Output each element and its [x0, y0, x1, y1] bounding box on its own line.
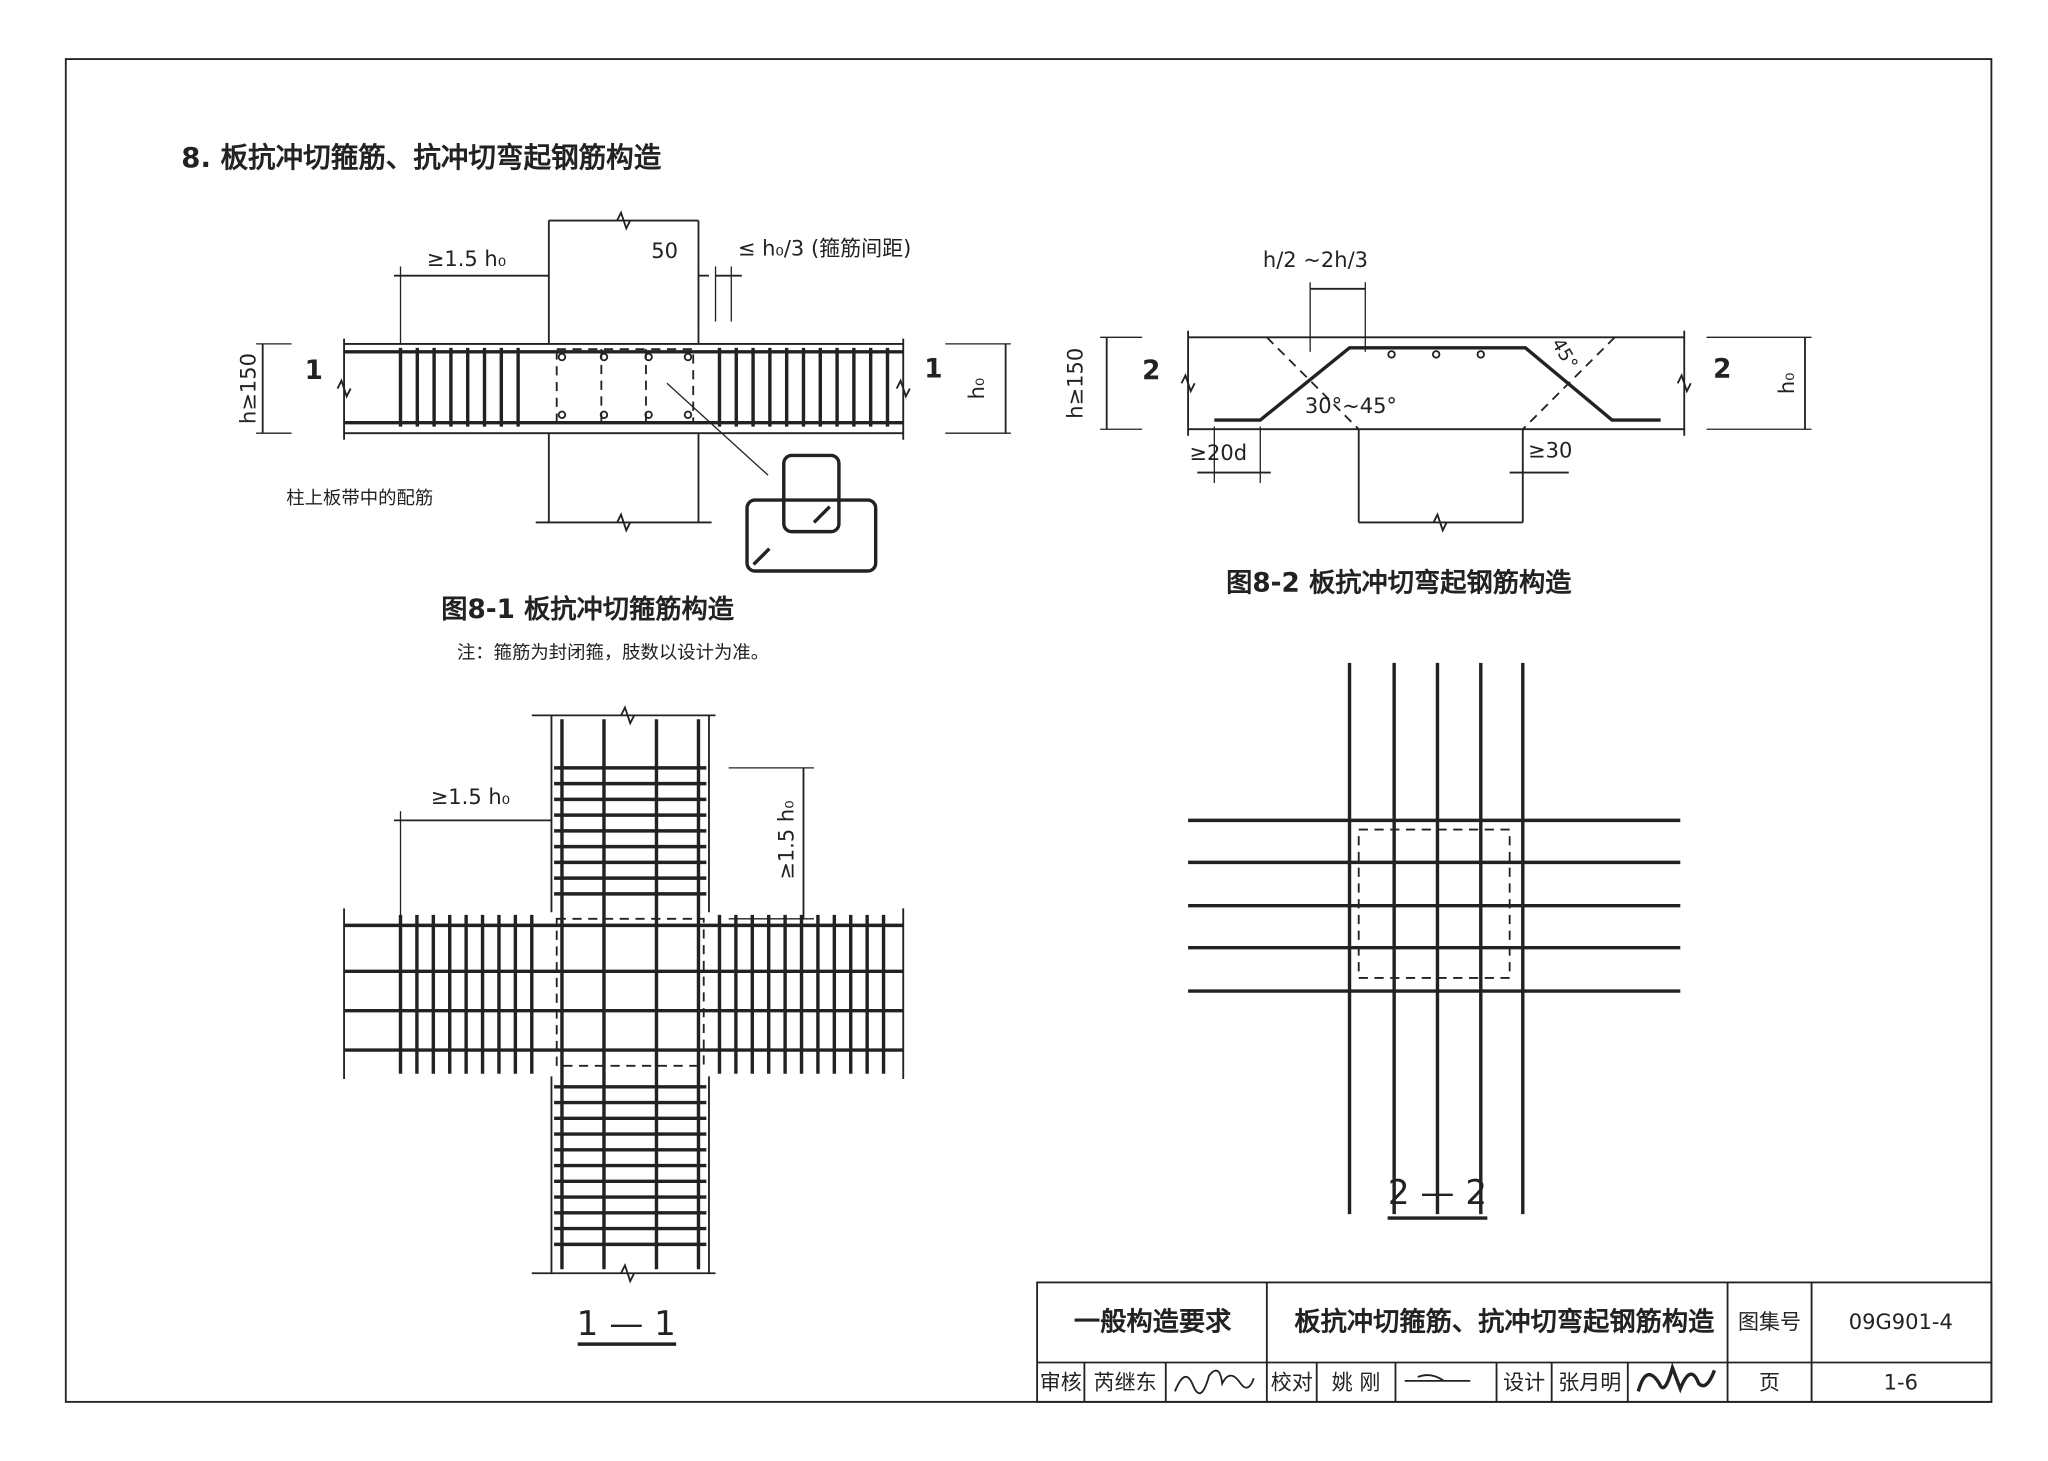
45-line [1522, 336, 1616, 430]
break-mark [895, 378, 911, 399]
dimension-label: ≥1.5 h₀ [427, 247, 506, 271]
title-block-cell: 校对 [1271, 1370, 1313, 1394]
break-mark [616, 512, 632, 533]
linework [64, 58, 1993, 1403]
title-block-cell: 姚 刚 [1332, 1370, 1381, 1394]
punching-zone [555, 348, 695, 424]
break-mark [1432, 512, 1448, 533]
title-block-cell: 板抗冲切箍筋、抗冲切弯起钢筋构造 [1294, 1307, 1715, 1338]
section-mark: 2 [1713, 355, 1731, 385]
rebar-dot [644, 352, 653, 362]
45-line [1266, 336, 1360, 430]
title-block-cell: 图集号 [1738, 1310, 1801, 1334]
rebar-dot [599, 410, 609, 419]
title-block-cell: 张月明 [1558, 1370, 1621, 1394]
section-title: 2 — 2 [1388, 1173, 1487, 1213]
title-block-cell: 1-6 [1884, 1370, 1918, 1394]
title-block-cell: 设计 [1503, 1370, 1545, 1394]
section-title: 1 — 1 [577, 1304, 676, 1344]
angle-label: 45° [1547, 335, 1581, 374]
rebar-dot [1431, 350, 1441, 359]
figure-caption: 图8-1 板抗冲切箍筋构造 [441, 594, 735, 625]
break-mark [616, 210, 632, 231]
punching-zone [1357, 828, 1511, 979]
hook [812, 505, 831, 524]
rebar-dot [599, 352, 609, 362]
hook [752, 547, 771, 566]
break-mark [1676, 373, 1692, 394]
title-block-cell: 09G901-4 [1849, 1310, 1953, 1334]
section-mark: 1 [305, 356, 323, 386]
signature [1636, 1362, 1717, 1394]
signature [1404, 1374, 1471, 1382]
break-mark [336, 378, 352, 399]
rebar-dot [683, 410, 693, 419]
sheet-border [64, 58, 1993, 1403]
rebar-dot [683, 352, 693, 362]
title-block-cell: 一般构造要求 [1074, 1308, 1232, 1338]
rebar-dot [1387, 350, 1396, 359]
rebar-dot [1476, 350, 1485, 359]
dimension-label: ≥1.5 h₀ [431, 785, 510, 809]
dimension-label: h₀ [1775, 372, 1799, 394]
stirrup-detail [745, 498, 878, 573]
stirrup-detail [782, 453, 841, 534]
bent-bar [1214, 346, 1661, 422]
section-mark: 1 [924, 355, 942, 385]
annotation: 柱上板带中的配筋 [286, 488, 433, 509]
dimension-label: h≥150 [237, 353, 261, 424]
dimension-label: h₀ [965, 378, 989, 400]
break-mark [620, 705, 635, 726]
rebar-dot [557, 352, 567, 362]
punching-zone [555, 917, 705, 1067]
signature [1174, 1369, 1255, 1395]
rebar-dot [644, 410, 653, 419]
dimension-label: h/2 ~2h/3 [1263, 248, 1368, 272]
rebar-dot [557, 410, 567, 419]
title-block-cell: 页 [1759, 1370, 1780, 1394]
dimension-label: ≥20d [1189, 441, 1247, 465]
section-heading: 8. 板抗冲切箍筋、抗冲切弯起钢筋构造 [181, 142, 661, 174]
title-block-cell: 审核 [1040, 1370, 1082, 1394]
dimension-label: h≥150 [1064, 348, 1088, 419]
angle-label: 30°~45° [1305, 394, 1397, 418]
figure-note: 注：箍筋为封闭箍，肢数以设计为准。 [457, 643, 769, 664]
title-block-cell: 芮继东 [1094, 1370, 1157, 1394]
section-mark: 2 [1142, 356, 1160, 386]
dimension-label: 50 [651, 239, 678, 263]
break-mark [1180, 373, 1196, 394]
figure-caption: 图8-2 板抗冲切弯起钢筋构造 [1226, 568, 1572, 599]
title-block [1036, 1281, 1993, 1403]
leader [666, 382, 769, 476]
dimension-label: ≥30 [1528, 439, 1572, 463]
dimension-label: ≤ h₀/3 (箍筋间距) [738, 236, 912, 260]
dimension-label: ≥1.5 h₀ [775, 800, 799, 879]
break-mark [620, 1262, 635, 1284]
